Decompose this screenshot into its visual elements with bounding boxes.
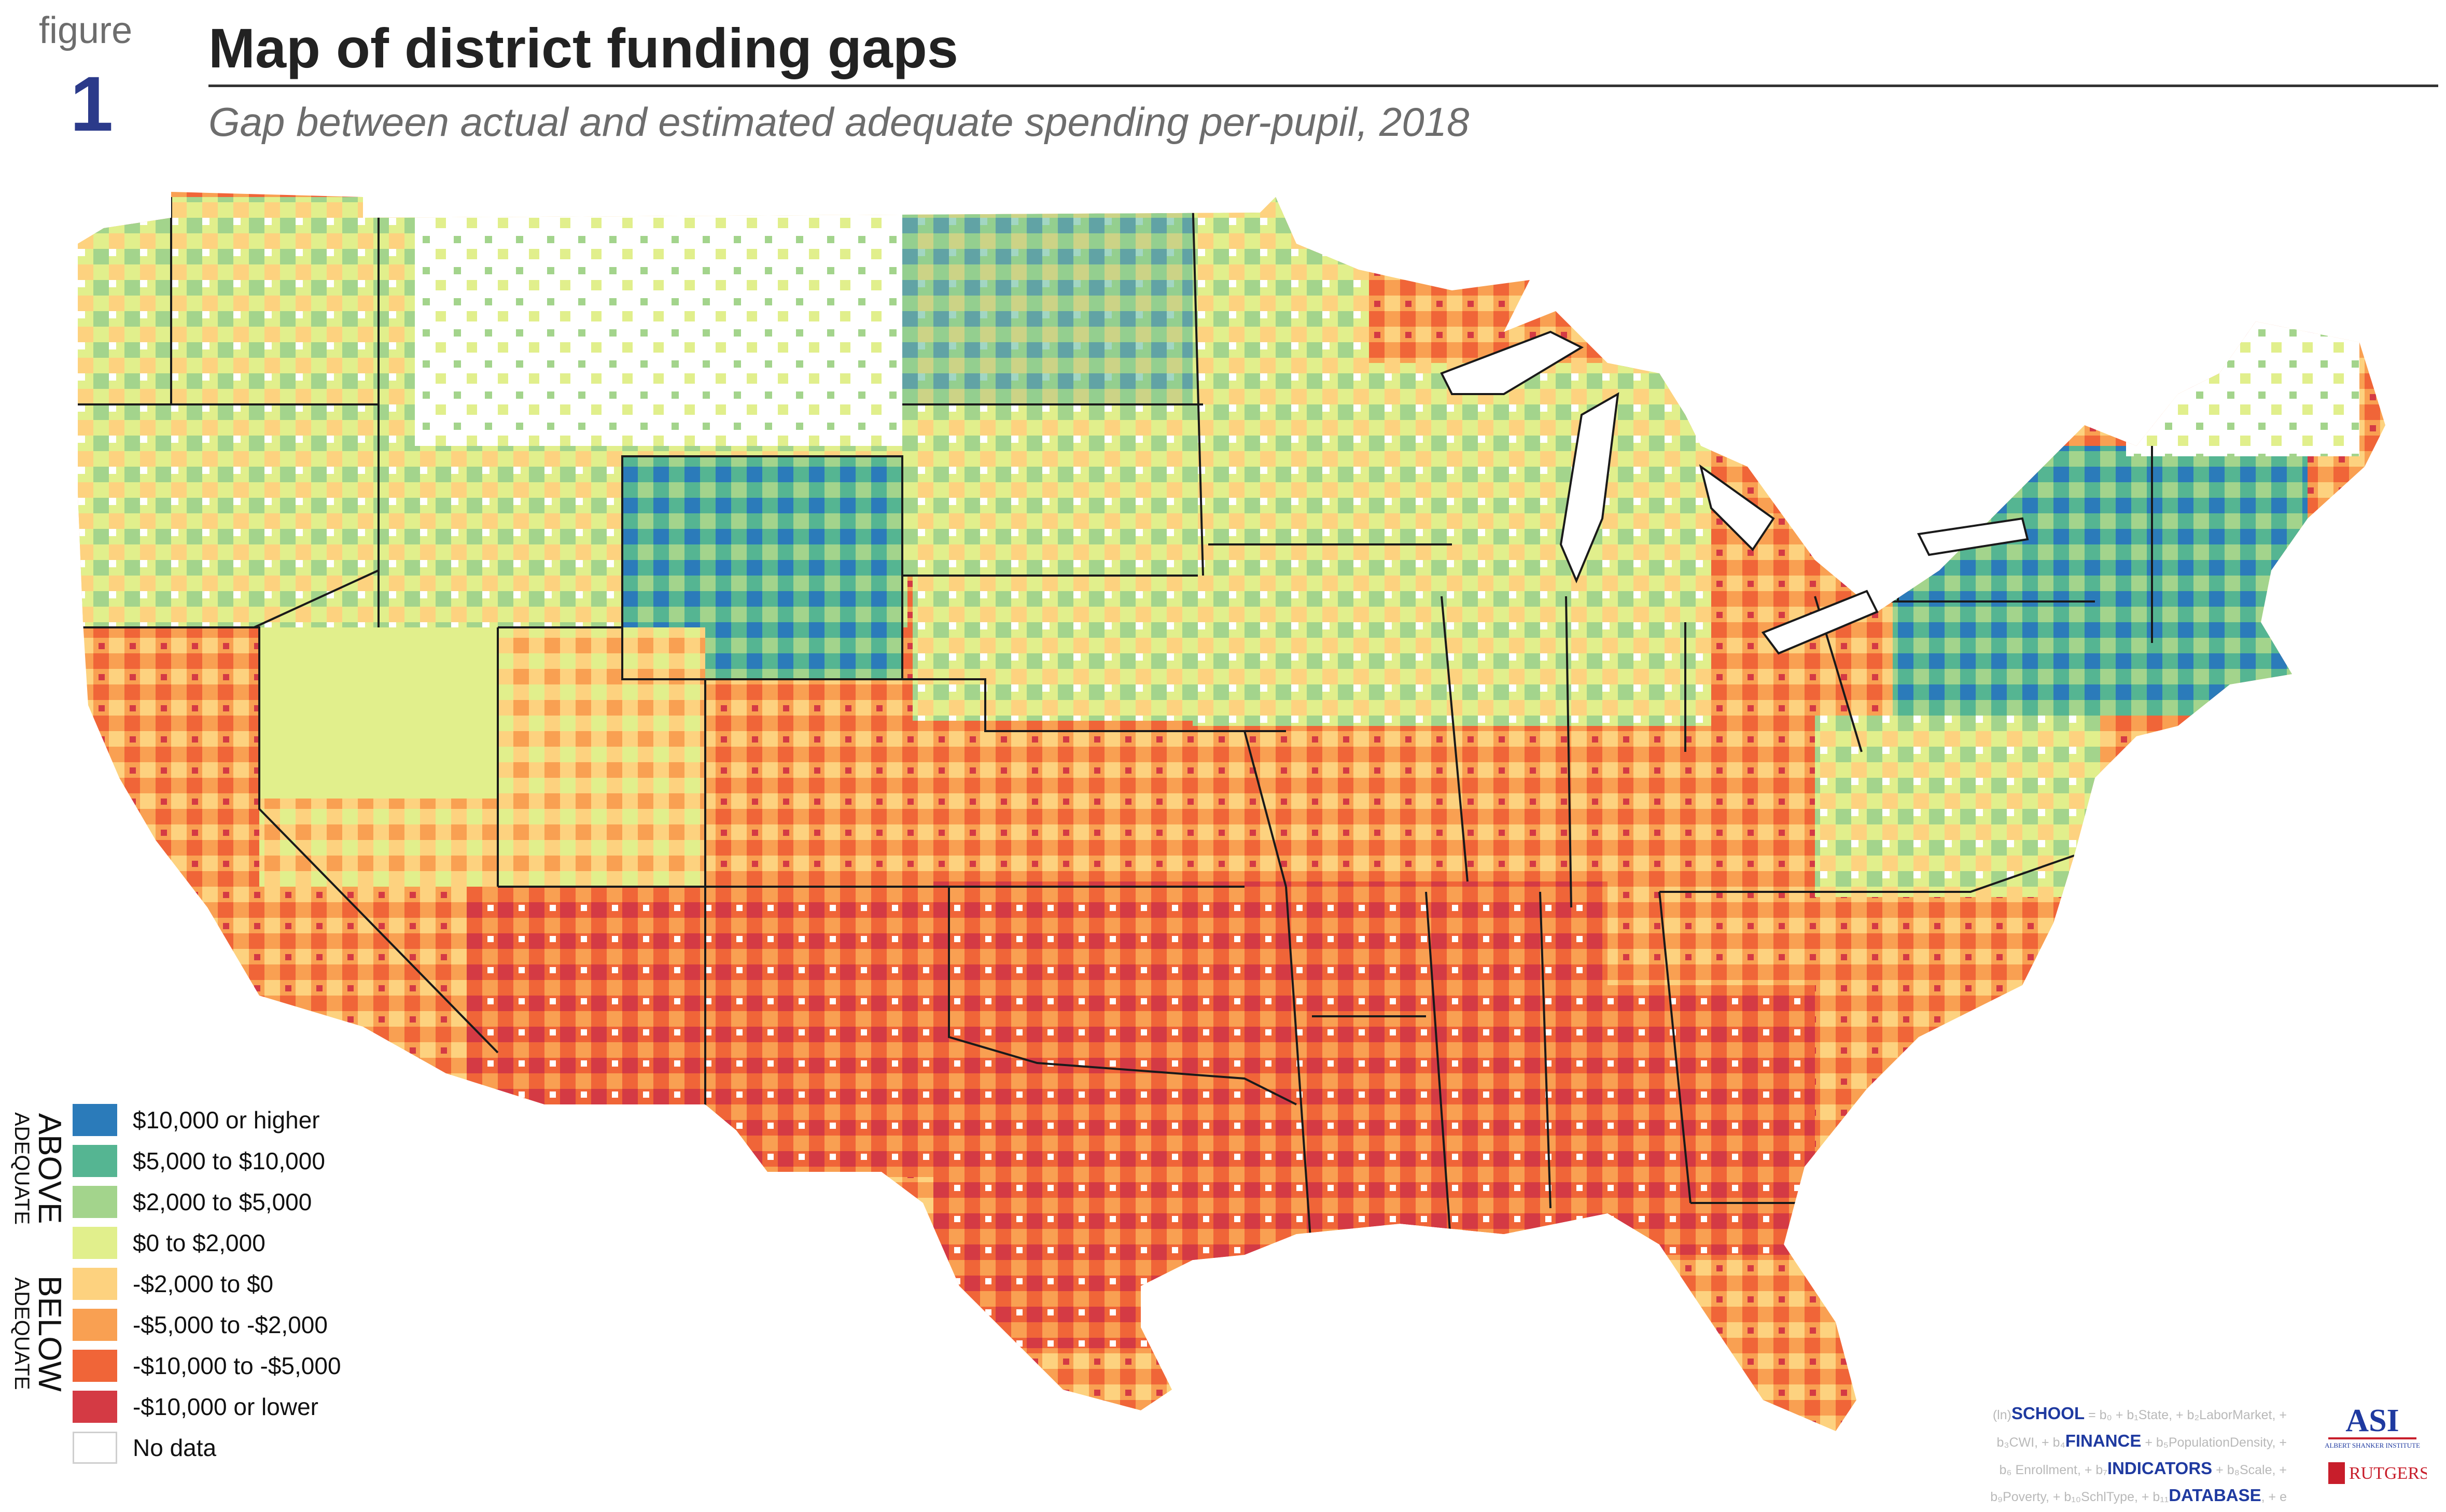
legend-label: $5,000 to $10,000 xyxy=(133,1147,325,1174)
legend-label: -$10,000 to -$5,000 xyxy=(133,1352,341,1379)
legend-item: $0 to $2,000 xyxy=(73,1222,341,1263)
legend-label: $2,000 to $5,000 xyxy=(133,1188,312,1215)
legend-swatch xyxy=(73,1267,117,1300)
title-rule xyxy=(208,85,2438,87)
figure-number: 1 xyxy=(70,60,114,147)
legend-item: -$10,000 to -$5,000 xyxy=(73,1345,341,1386)
above-small: ADEQUATE xyxy=(10,1112,33,1225)
legend-swatch xyxy=(73,1144,117,1177)
rutgers-shield-icon xyxy=(2328,1462,2345,1484)
asi-mark: ASI xyxy=(2345,1403,2399,1438)
above-adequate-label: ABOVE ADEQUATE xyxy=(10,1112,67,1225)
equation-line: b₃CWI, + b₄FINANCE + b₅PopulationDensity… xyxy=(1996,1431,2287,1450)
equation-line: (ln)SCHOOL = b₀ + b₁State, + b₂LaborMark… xyxy=(1992,1404,2287,1423)
legend-label: $0 to $2,000 xyxy=(133,1229,265,1256)
below-big: BELOW xyxy=(32,1276,67,1392)
asi-name: ALBERT SHANKER INSTITUTE xyxy=(2325,1441,2420,1449)
legend-item: $5,000 to $10,000 xyxy=(73,1140,341,1181)
legend-label: No data xyxy=(133,1434,217,1461)
rutgers-name: RUTGERS xyxy=(2349,1464,2427,1483)
legend-label: -$2,000 to $0 xyxy=(133,1270,274,1297)
legend-item: $2,000 to $5,000 xyxy=(73,1181,341,1222)
legend-swatch xyxy=(73,1103,117,1136)
below-adequate-label: BELOW ADEQUATE xyxy=(10,1276,67,1392)
legend: $10,000 or higher $5,000 to $10,000 $2,0… xyxy=(73,1099,341,1468)
model-equation: (ln)SCHOOL = b₀ + b₁State, + b₂LaborMark… xyxy=(1913,1400,2287,1509)
legend-item: $10,000 or higher xyxy=(73,1099,341,1140)
legend-swatch xyxy=(73,1431,117,1464)
page-subtitle: Gap between actual and estimated adequat… xyxy=(208,99,1470,145)
page-title: Map of district funding gaps xyxy=(208,17,958,79)
legend-swatch xyxy=(73,1349,117,1382)
asi-logo: ASI ALBERT SHANKER INSTITUTE RUTGERS xyxy=(2325,1403,2427,1484)
equation-line: b₉Poverty, + b₁₀SchlType, + b₁₁DATABASE,… xyxy=(1990,1486,2287,1505)
figure-label: figure xyxy=(39,10,133,51)
legend-item: -$5,000 to -$2,000 xyxy=(73,1304,341,1345)
legend-label: -$5,000 to -$2,000 xyxy=(133,1311,328,1338)
legend-item: -$2,000 to $0 xyxy=(73,1263,341,1304)
legend-label: -$10,000 or lower xyxy=(133,1393,318,1420)
legend-swatch xyxy=(73,1390,117,1423)
above-big: ABOVE xyxy=(32,1113,67,1224)
equation-line: b₆ Enrollment, + b₇INDICATORS + b₈Scale,… xyxy=(1999,1458,2287,1478)
legend-item: No data xyxy=(73,1427,341,1468)
legend-swatch xyxy=(73,1185,117,1218)
legend-swatch xyxy=(73,1226,117,1259)
legend-label: $10,000 or higher xyxy=(133,1106,320,1133)
legend-item: -$10,000 or lower xyxy=(73,1386,341,1427)
legend-swatch xyxy=(73,1308,117,1341)
below-small: ADEQUATE xyxy=(10,1277,33,1390)
